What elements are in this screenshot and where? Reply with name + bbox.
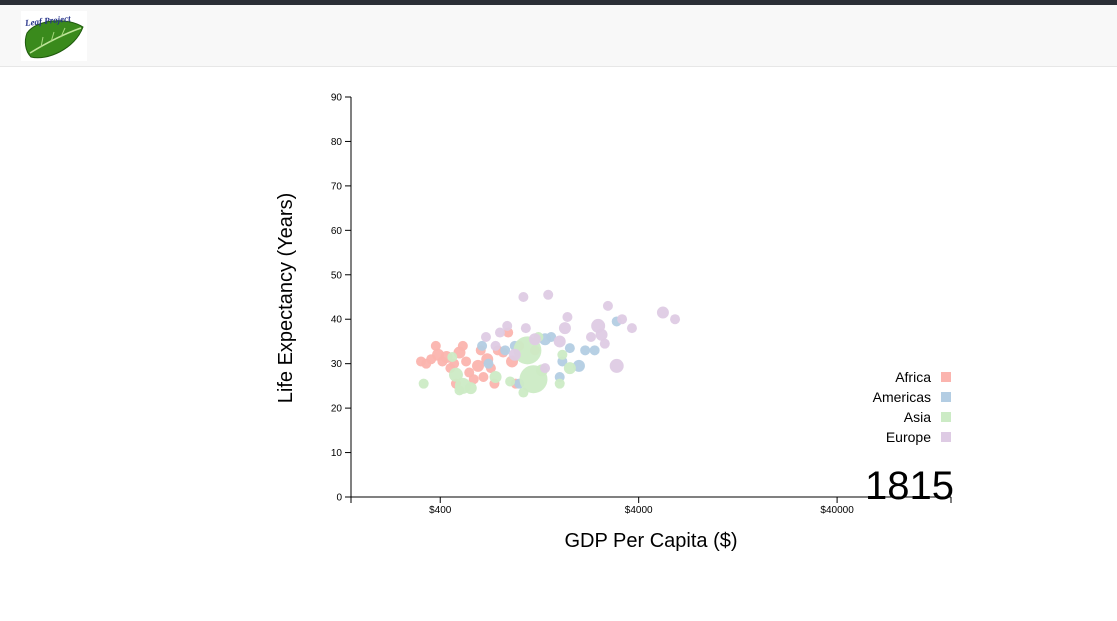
data-point-americas[interactable] (572, 359, 585, 372)
data-point-europe[interactable] (656, 306, 669, 319)
legend-swatch-asia (941, 412, 951, 422)
data-point-africa[interactable] (461, 356, 472, 367)
data-point-africa[interactable] (468, 374, 479, 385)
data-point-asia[interactable] (489, 371, 502, 383)
data-point-asia[interactable] (563, 362, 576, 375)
data-point-asia[interactable] (418, 378, 429, 389)
data-point-asia[interactable] (554, 378, 565, 389)
points-layer (416, 289, 681, 398)
top-strip (0, 0, 1117, 5)
data-point-europe[interactable] (558, 322, 571, 335)
data-point-asia[interactable] (448, 367, 463, 382)
data-point-europe[interactable] (626, 323, 637, 334)
x-axis-label: GDP Per Capita ($) (564, 530, 737, 552)
data-point-americas[interactable] (580, 345, 591, 356)
data-point-europe[interactable] (494, 327, 505, 338)
data-point-europe[interactable] (602, 300, 613, 311)
data-point-europe[interactable] (595, 328, 608, 341)
legend-label-asia: Asia (904, 409, 931, 425)
data-point-europe[interactable] (553, 335, 566, 348)
x-tick-label: $40000 (820, 505, 854, 516)
legend-label-americas: Americas (873, 389, 931, 405)
data-point-africa[interactable] (457, 340, 468, 351)
data-point-europe[interactable] (518, 292, 529, 302)
data-point-asia[interactable] (557, 349, 568, 360)
data-point-europe[interactable] (599, 338, 610, 349)
x-tick-label: $4000 (625, 505, 653, 516)
y-tick-label: 60 (331, 226, 343, 237)
legend-swatch-americas (941, 392, 951, 402)
legend-label-europe: Europe (886, 429, 931, 445)
data-point-americas[interactable] (500, 345, 511, 356)
legend-swatch-africa (941, 372, 951, 382)
y-tick-label: 40 (331, 315, 343, 326)
data-point-europe[interactable] (490, 340, 501, 351)
logo-text: Leaf Project (24, 13, 72, 28)
legend-label-africa: Africa (895, 369, 931, 385)
data-point-africa[interactable] (430, 340, 441, 351)
data-point-europe[interactable] (670, 314, 681, 325)
x-tick-label: $400 (429, 505, 452, 516)
data-point-europe[interactable] (520, 323, 531, 334)
data-point-europe[interactable] (585, 332, 596, 342)
data-point-europe[interactable] (502, 320, 513, 331)
y-tick-label: 70 (331, 181, 343, 192)
y-tick-label: 10 (331, 448, 343, 459)
legend-swatch-europe (941, 432, 951, 442)
data-point-europe[interactable] (609, 358, 624, 373)
y-tick-label: 80 (331, 137, 343, 148)
data-point-europe[interactable] (543, 289, 554, 300)
year-label: 1815 (865, 464, 954, 508)
data-point-africa[interactable] (472, 359, 485, 372)
leaf-logo[interactable]: Leaf Project (21, 11, 87, 61)
y-tick-label: 50 (331, 270, 343, 281)
axes-layer: $400 $4000 $40000 0 10 20 30 40 50 60 70 80 90 (331, 93, 952, 516)
data-point-asia[interactable] (447, 352, 458, 362)
data-point-asia[interactable] (464, 382, 477, 395)
y-tick-label: 0 (336, 493, 342, 504)
y-tick-label: 20 (331, 404, 343, 415)
data-point-europe[interactable] (562, 312, 573, 322)
legend: Africa Americas Asia Europe (873, 369, 951, 445)
navbar: Leaf Project (0, 5, 1117, 67)
y-axis-label: Life Expectancy (Years) (275, 193, 297, 403)
data-point-europe[interactable] (508, 348, 521, 361)
data-point-asia[interactable] (505, 376, 516, 387)
data-point-europe[interactable] (540, 363, 551, 374)
data-point-africa[interactable] (478, 372, 489, 382)
y-tick-label: 90 (331, 93, 343, 104)
y-tick-label: 30 (331, 359, 343, 370)
data-point-europe[interactable] (480, 332, 491, 342)
data-point-americas[interactable] (483, 358, 494, 369)
data-point-europe[interactable] (617, 314, 628, 325)
data-point-americas[interactable] (546, 332, 557, 342)
data-point-americas[interactable] (564, 343, 575, 354)
data-point-europe[interactable] (528, 333, 541, 346)
data-point-americas[interactable] (477, 340, 488, 351)
data-point-americas[interactable] (589, 345, 600, 356)
